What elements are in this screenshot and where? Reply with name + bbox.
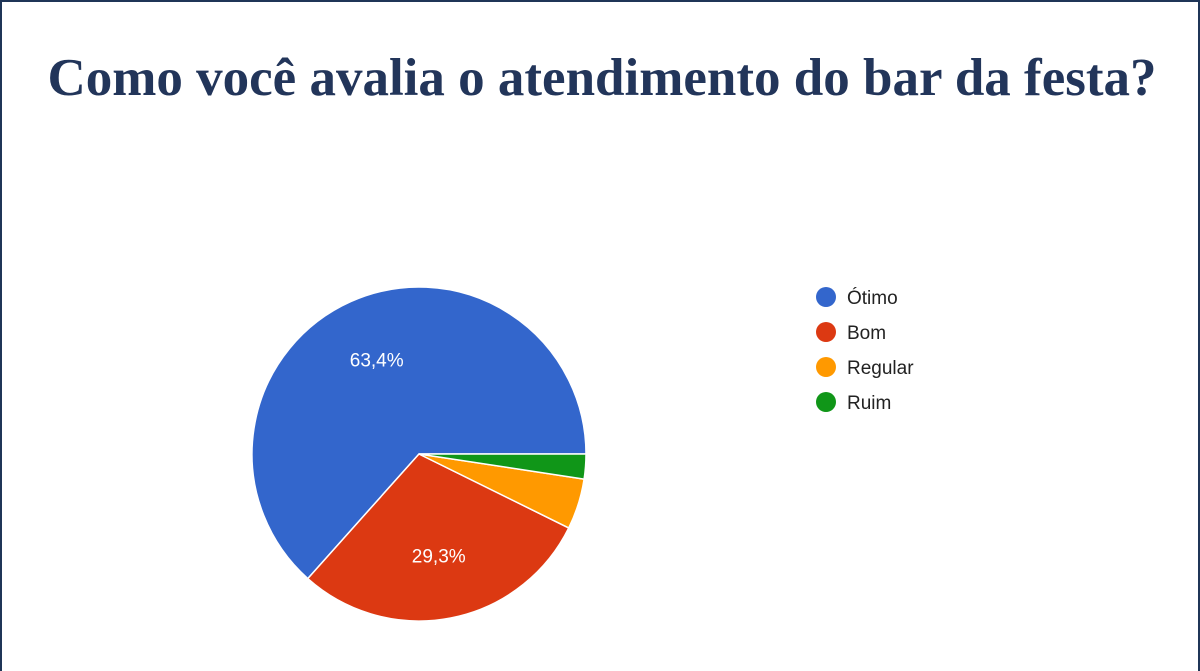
legend-marker: [816, 322, 836, 342]
slice-value-label: 63,4%: [350, 350, 404, 371]
pie-slice-1: [251, 286, 587, 580]
legend-marker: [816, 357, 836, 377]
legend-marker: [816, 287, 836, 307]
legend-marker: [816, 392, 836, 412]
legend-label: Ótimo: [847, 287, 898, 309]
legend-label: Ruim: [847, 393, 891, 414]
chart-legend: Ótimo Bom Regular Ruim: [816, 287, 914, 414]
slice-value-label: 29,3%: [412, 547, 466, 568]
pie-slice-4: [418, 453, 587, 480]
legend-label: Bom: [847, 323, 886, 344]
pie-slices: [251, 286, 587, 622]
legend-label: Regular: [847, 358, 914, 379]
pie-slice-labels: 63,4% 29,3%: [350, 350, 466, 567]
chart-title: Como você avalia o atendimento do bar da…: [47, 49, 1157, 107]
